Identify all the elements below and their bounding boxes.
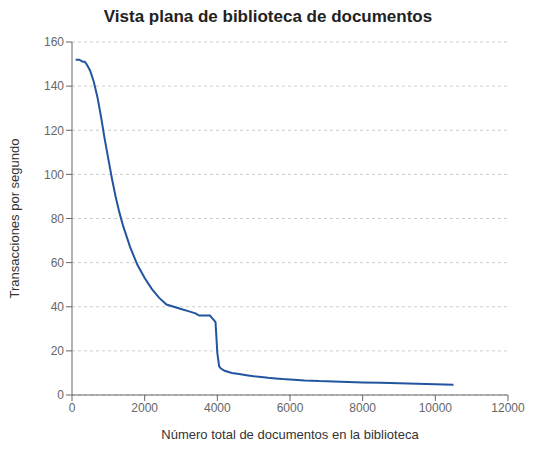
svg-text:6000: 6000 — [277, 401, 304, 415]
svg-text:20: 20 — [51, 344, 65, 358]
svg-text:10000: 10000 — [419, 401, 453, 415]
svg-text:100: 100 — [44, 168, 64, 182]
svg-text:80: 80 — [51, 212, 65, 226]
svg-text:140: 140 — [44, 79, 64, 93]
svg-text:8000: 8000 — [349, 401, 376, 415]
svg-text:40: 40 — [51, 300, 65, 314]
svg-text:12000: 12000 — [491, 401, 525, 415]
svg-text:Transacciones por segundo: Transacciones por segundo — [8, 139, 22, 299]
svg-text:0: 0 — [57, 388, 64, 402]
svg-text:120: 120 — [44, 124, 64, 138]
svg-text:Número total de documentos en: Número total de documentos en la bibliot… — [161, 427, 419, 442]
svg-text:2000: 2000 — [131, 401, 158, 415]
svg-text:160: 160 — [44, 35, 64, 49]
html-text:Vista plana de biblioteca de d: Vista plana de biblioteca de documentos — [103, 7, 433, 26]
svg-text:4000: 4000 — [204, 401, 231, 415]
svg-text:0: 0 — [69, 401, 76, 415]
svg-text:60: 60 — [51, 256, 65, 270]
